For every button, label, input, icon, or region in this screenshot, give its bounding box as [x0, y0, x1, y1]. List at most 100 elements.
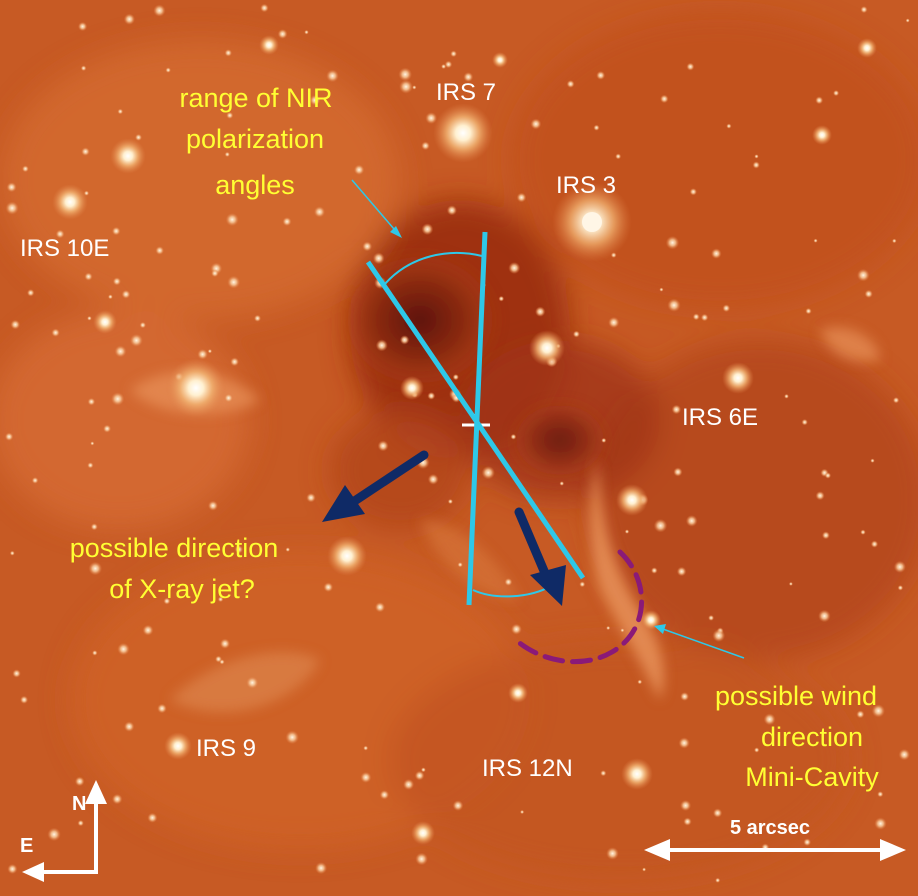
annotation-jet-line1: possible direction: [70, 533, 279, 563]
faint-star: [726, 123, 732, 129]
annotation-wind-line1: possible wind: [715, 681, 877, 711]
faint-star: [207, 349, 213, 354]
faint-star: [722, 304, 731, 313]
faint-star: [6, 182, 17, 193]
annotation-jet-line2: of X-ray jet?: [109, 574, 255, 604]
faint-star: [624, 529, 630, 534]
annotation-wind-line2: direction: [761, 722, 863, 752]
faint-star: [55, 229, 65, 239]
faint-star: [123, 721, 135, 732]
faint-star: [905, 18, 910, 23]
east-arrowhead: [22, 862, 44, 882]
faint-star: [399, 335, 410, 345]
faint-star: [815, 491, 825, 501]
faint-star: [90, 523, 98, 531]
scale-bar-label: 5 arcsec: [730, 817, 810, 839]
faint-star: [815, 96, 824, 105]
faint-star: [80, 65, 87, 72]
jet-arrow-s: [514, 507, 552, 583]
faint-star: [450, 50, 457, 58]
faint-star: [215, 655, 222, 663]
faint-star: [163, 597, 171, 605]
star-irs12n: [621, 758, 653, 790]
polarization-line-diagonal: [365, 260, 586, 580]
angle-arc-bottom: [472, 585, 552, 598]
star-irs7: [433, 103, 493, 163]
faint-star: [680, 799, 692, 812]
faint-star: [420, 767, 426, 773]
faint-star: [427, 392, 436, 400]
faint-star: [326, 69, 339, 83]
faint-star: [860, 529, 866, 535]
faint-star: [689, 188, 697, 196]
faint-star: [608, 316, 620, 329]
faint-star: [615, 153, 622, 160]
faint-star: [821, 531, 830, 540]
faint-star: [572, 330, 580, 338]
faint-star: [375, 339, 388, 352]
faint-star: [403, 778, 415, 791]
faint-star: [230, 357, 240, 367]
faint-star: [74, 776, 85, 787]
faint-star: [421, 141, 430, 151]
faint-star: [813, 238, 818, 243]
faint-star: [197, 348, 209, 360]
faint-star: [123, 13, 136, 25]
faint-star: [446, 205, 457, 216]
faint-star: [892, 397, 900, 404]
faint-star: [412, 85, 417, 90]
faint-star: [211, 269, 219, 278]
faint-star: [856, 268, 870, 282]
faint-star: [871, 704, 886, 718]
faint-star: [285, 547, 291, 552]
faint-star: [9, 550, 15, 556]
compass: [22, 780, 107, 882]
faint-star: [372, 252, 385, 265]
faint-star: [892, 238, 897, 244]
faint-star: [5, 201, 19, 215]
faint-star: [686, 62, 695, 71]
faint-star: [87, 397, 96, 406]
faint-star: [676, 566, 687, 577]
faint-star: [153, 4, 166, 17]
faint-star: [414, 770, 425, 781]
faint-star: [898, 748, 911, 761]
faint-star: [659, 287, 664, 292]
faint-star: [31, 477, 39, 484]
faint-star: [441, 63, 447, 70]
faint-star: [142, 624, 154, 636]
jet-arrows: [322, 450, 566, 606]
faint-star: [155, 246, 165, 255]
faint-star: [712, 629, 726, 642]
star-field: [4, 3, 911, 883]
faint-star: [360, 771, 372, 784]
star-bright-w: [166, 358, 226, 418]
label-irs12n: IRS 12N: [482, 755, 573, 782]
label-irs3: IRS 3: [556, 172, 616, 199]
faint-star: [304, 29, 309, 35]
faint-star: [530, 118, 542, 130]
star-irs10e: [52, 184, 88, 220]
annotation-labels: range of NIR polarization angles possibl…: [70, 83, 880, 792]
faint-star: [285, 730, 300, 745]
faint-star: [864, 289, 873, 299]
faint-star: [134, 133, 143, 141]
faint-star: [504, 578, 513, 586]
faint-star: [20, 695, 29, 704]
faint-star: [225, 212, 239, 227]
faint-star: [457, 562, 463, 568]
faint-star: [715, 877, 721, 883]
faint-star: [147, 812, 158, 823]
faint-star: [667, 298, 681, 312]
faint-star: [421, 223, 434, 236]
faint-star: [117, 642, 130, 656]
faint-star: [117, 108, 124, 115]
north-arrowhead: [85, 780, 107, 804]
faint-star: [21, 165, 29, 173]
faint-star: [481, 466, 495, 480]
faint-star: [856, 710, 865, 719]
faint-star: [87, 315, 92, 321]
faint-star: [379, 790, 390, 800]
faint-star: [510, 623, 522, 635]
